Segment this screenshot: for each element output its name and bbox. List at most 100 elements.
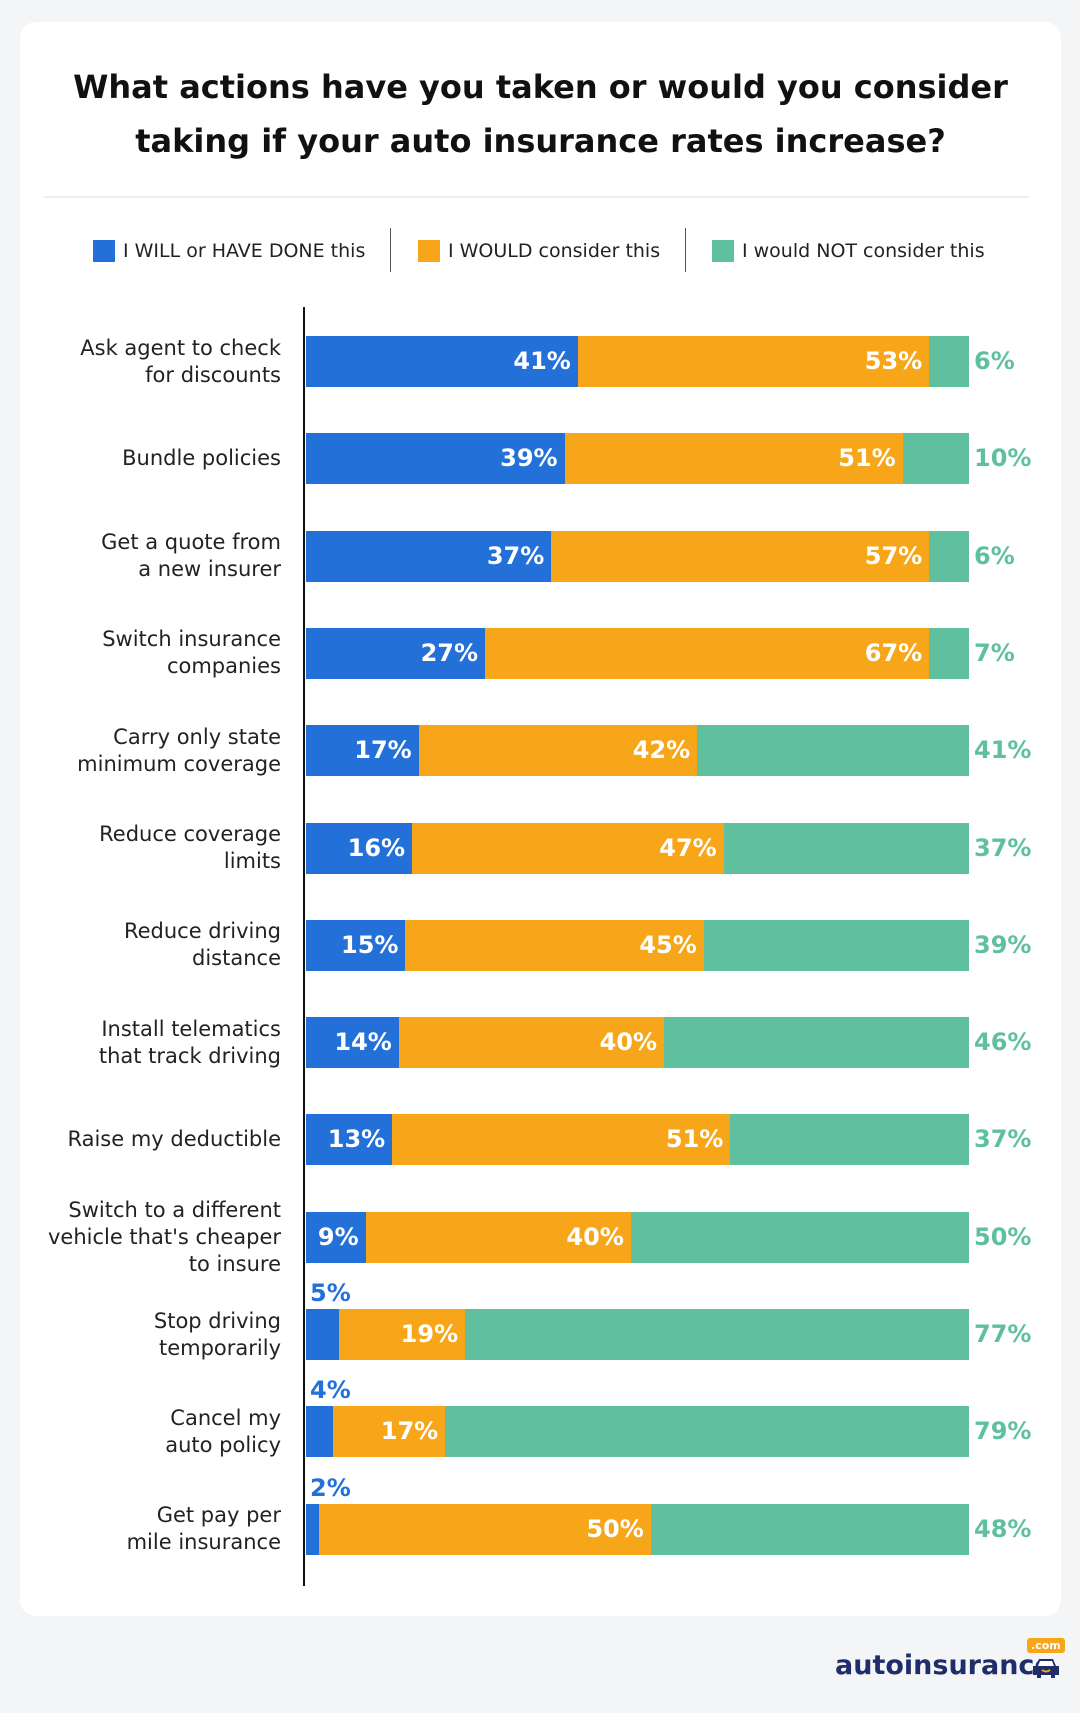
logo-text: autoinsurance — [835, 1650, 1053, 1681]
category-label: Install telematics that track driving — [21, 997, 281, 1088]
category-label: Stop driving temporarily — [21, 1289, 281, 1380]
category-label-text: Carry only state minimum coverage — [77, 724, 281, 778]
category-label-line: Reduce driving — [123, 919, 281, 944]
category-label-text: Bundle policies — [122, 445, 281, 472]
bar-segment-not — [664, 1017, 969, 1069]
bar-segment-will — [306, 1114, 393, 1166]
category-label: Reduce coverage limits — [21, 803, 281, 894]
category-label-text: Reduce coverage limits — [99, 821, 281, 875]
data-label-will: 9% — [317, 1222, 359, 1251]
bar-segment-will — [306, 725, 419, 777]
category-label: Get a quote from a new insurer — [21, 511, 281, 602]
bar-segment-would — [405, 919, 704, 971]
category-label-line: Install telematics — [101, 1016, 281, 1041]
category-label-line: that track driving — [98, 1043, 281, 1068]
category-label: Bundle policies — [21, 413, 281, 504]
category-label-line: vehicle that's cheaper — [47, 1224, 281, 1249]
data-label-will: 41% — [513, 347, 571, 375]
data-label-will: 4% — [310, 1376, 351, 1405]
category-label-line: minimum coverage — [77, 751, 281, 776]
data-label-would: 57% — [864, 541, 923, 570]
bar-segment-will — [306, 822, 413, 874]
data-label-would: 51% — [665, 1125, 724, 1154]
bar-segment-would — [418, 725, 698, 777]
category-label: Get pay per mile insurance — [21, 1484, 281, 1575]
data-label-would: 17% — [380, 1417, 439, 1446]
category-label-line: Get pay per — [156, 1503, 281, 1528]
bar-segment-not — [902, 433, 969, 485]
data-label-will: 17% — [354, 736, 412, 765]
bar-segment-would — [564, 433, 903, 485]
category-label-line: Cancel my — [170, 1405, 281, 1430]
category-label-line: Bundle policies — [122, 446, 281, 471]
bar-segment-not — [650, 1503, 969, 1555]
category-label-line: Switch to a different — [68, 1197, 281, 1222]
bar-segment-will — [306, 1211, 366, 1263]
category-label-text: Switch to a different vehicle that's chea… — [48, 1197, 281, 1278]
bar-segment-will — [306, 1406, 333, 1458]
legend-item-will: I WILL or HAVE DONE this — [93, 238, 365, 264]
category-label-line: companies — [166, 654, 281, 679]
data-label-not: 37% — [974, 1125, 1032, 1154]
category-label: Cancel my auto policy — [21, 1386, 281, 1477]
category-label-text: Get a quote from a new insurer — [101, 529, 281, 583]
data-label-will: 37% — [486, 541, 545, 570]
title-line: taking if your auto insurance rates incr… — [135, 122, 946, 160]
logo: autoinsurance .com — [835, 1638, 1065, 1681]
legend-item-would: I WOULD consider this — [418, 238, 660, 264]
logo-badge: .com — [1027, 1638, 1065, 1653]
category-label-line: for discounts — [145, 362, 281, 387]
category-label: Switch insurance companies — [21, 608, 281, 699]
car-icon — [1033, 1659, 1059, 1678]
bar-segment-would — [551, 530, 930, 582]
category-label-text: Cancel my auto policy — [165, 1405, 281, 1459]
data-label-would: 50% — [586, 1514, 644, 1543]
bar-segment-will — [306, 530, 552, 582]
bar-segment-not — [929, 336, 969, 387]
data-label-would: 53% — [864, 347, 923, 375]
bar-segment-not — [445, 1406, 969, 1458]
data-label-not: 6% — [974, 347, 1015, 375]
bar-segment-not — [465, 1309, 969, 1360]
bar-segment-not — [703, 919, 969, 971]
bar-segment-would — [485, 627, 930, 679]
bar-segment-not — [697, 725, 969, 777]
bar-segment-would — [339, 1309, 466, 1360]
legend-label: I would NOT consider this — [742, 240, 985, 262]
category-label-text: Ask agent to check for discounts — [80, 335, 281, 389]
legend-item-not: I would NOT consider this — [712, 238, 985, 264]
title-line: What actions have you taken or would you… — [73, 68, 1008, 106]
category-label-line: Get a quote from — [101, 530, 281, 555]
category-label: Ask agent to check for discounts — [21, 316, 281, 407]
bar-segment-not — [630, 1211, 969, 1263]
bar-segment-would — [319, 1503, 651, 1555]
bar-segment-would — [392, 1114, 731, 1166]
data-label-will: 14% — [334, 1028, 392, 1057]
data-label-not: 7% — [974, 638, 1015, 667]
data-label-will: 39% — [500, 444, 558, 473]
y-axis-line — [303, 307, 305, 1586]
legend-separator — [390, 228, 391, 272]
category-label-line: a new insurer — [138, 557, 281, 582]
category-label-text: Reduce driving distance — [124, 918, 281, 972]
category-label-text: Stop driving temporarily — [154, 1308, 281, 1362]
bar-segment-would — [365, 1211, 631, 1263]
category-label-line: temporarily — [158, 1335, 281, 1360]
category-label-line: auto policy — [165, 1432, 281, 1457]
data-label-would: 47% — [659, 833, 717, 862]
bar-segment-will — [306, 1503, 320, 1555]
data-label-not: 77% — [974, 1320, 1032, 1348]
data-label-not: 6% — [974, 541, 1015, 570]
category-label-line: Stop driving — [153, 1308, 281, 1333]
legend-swatch — [418, 240, 440, 262]
category-label: Raise my deductible — [21, 1094, 281, 1185]
category-label-text: Raise my deductible — [67, 1126, 281, 1153]
category-label-line: Reduce coverage — [99, 822, 281, 846]
data-label-would: 45% — [639, 930, 697, 959]
bar-segment-not — [929, 627, 969, 679]
data-label-not: 50% — [974, 1222, 1032, 1251]
bar-segment-would — [577, 336, 930, 387]
bar-segment-will — [306, 336, 578, 387]
category-label-line: Carry only state — [113, 724, 281, 749]
data-label-will: 5% — [310, 1279, 351, 1307]
